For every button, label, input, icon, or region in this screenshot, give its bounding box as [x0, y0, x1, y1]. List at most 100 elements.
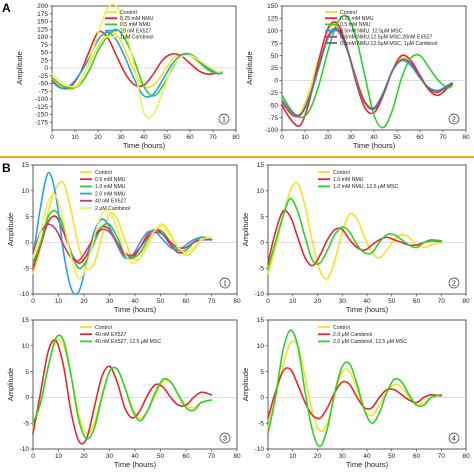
x-tick-label: 10 [289, 453, 297, 460]
y-tick-label: -25 [39, 73, 49, 80]
y-tick-label: 10 [257, 343, 265, 350]
series-line [267, 329, 443, 448]
y-tick-label: 100 [267, 28, 278, 35]
chart-b2: 0 10 20 30 40 50 60 70 80 -10 -5 0 5 10 15 Time (hours)… [241, 162, 470, 314]
x-tick-label: 0 [31, 298, 35, 305]
y-tick-label: 125 [267, 16, 278, 23]
y-tick-label: -50 [39, 81, 49, 88]
legend-entry: Control [95, 170, 112, 176]
y-tick-label: 0 [25, 240, 29, 247]
x-tick-label: 70 [439, 134, 447, 141]
y-tick-label: -10 [255, 446, 265, 453]
legend-entry: 0.5mM NMU, 12.5μM MSC [340, 28, 403, 34]
y-tick-label: -5 [258, 265, 264, 272]
y-tick-label: 10 [22, 188, 30, 195]
series-line [32, 334, 213, 440]
x-tick-label: 80 [462, 453, 470, 460]
x-tick-label: 20 [314, 453, 322, 460]
x-tick-label: 30 [106, 453, 114, 460]
y-axis-label: Amplitude [241, 213, 250, 246]
x-tick-label: 80 [233, 453, 241, 460]
panel-label-b: B [2, 161, 11, 175]
x-tick-label: 30 [339, 298, 347, 305]
series-line [267, 197, 443, 269]
x-tick-label: 20 [80, 453, 88, 460]
y-tick-label: -10 [20, 446, 30, 453]
y-tick-label: 10 [22, 343, 30, 350]
x-tick-label: 60 [413, 298, 421, 305]
y-tick-label: -10 [20, 291, 30, 298]
x-tick-label: 40 [363, 298, 371, 305]
x-tick-label: 10 [301, 134, 309, 141]
y-tick-label: 10 [257, 188, 265, 195]
legend-entry: 40 nM EX527 [95, 199, 127, 205]
x-tick-label: 50 [157, 453, 165, 460]
y-tick-label: 150 [267, 3, 278, 10]
panel-number: 2 [452, 116, 456, 123]
y-axis-label: Amplitude [15, 51, 24, 84]
y-tick-label: 125 [37, 26, 48, 33]
series-line [281, 28, 453, 116]
y-tick-label: -25 [269, 90, 279, 97]
y-tick-label: 0 [260, 395, 264, 402]
panel-number: 3 [223, 435, 227, 442]
y-tick-label: 200 [37, 3, 48, 10]
y-tick-label: 175 [37, 11, 48, 18]
legend-entry: 1.0 mM NMU [95, 184, 126, 190]
legend-entry: Control [340, 10, 357, 16]
x-axis-label: Time (hours) [114, 460, 157, 469]
x-tick-label: 70 [438, 453, 446, 460]
x-tick-label: 0 [31, 453, 35, 460]
x-tick-label: 40 [363, 453, 371, 460]
y-tick-label: 75 [271, 40, 279, 47]
x-tick-label: 70 [208, 453, 216, 460]
x-tick-label: 40 [131, 453, 139, 460]
series-line [51, 3, 223, 119]
panel-number: 2 [452, 280, 456, 287]
legend-entry: 1.0 mM NMU, 12.5 μM MSC [333, 184, 399, 190]
y-tick-label: 15 [257, 317, 265, 324]
x-tick-label: 60 [416, 134, 424, 141]
y-tick-label: 75 [41, 42, 49, 49]
y-tick-label: 15 [22, 317, 30, 324]
x-axis-label: Time (hours) [114, 305, 157, 314]
legend-entry: 1.0 mM NMU [333, 177, 364, 183]
x-tick-label: 60 [413, 453, 421, 460]
y-tick-label: -100 [265, 127, 278, 134]
legend-entry: 0.5mM NMU,12.5μM MSC,20nM EX527 [340, 35, 432, 41]
x-tick-label: 50 [388, 453, 396, 460]
legend-entry: 2 μM Cambinol [95, 206, 130, 212]
x-axis-label: Time (hours) [346, 460, 389, 469]
x-tick-label: 80 [233, 298, 241, 305]
y-tick-label: 0 [260, 240, 264, 247]
y-tick-label: 0 [44, 65, 48, 72]
y-tick-label: -125 [35, 104, 48, 111]
y-tick-label: -5 [258, 420, 264, 427]
y-tick-label: -75 [39, 88, 49, 95]
legend-entry: 20 nM EX527 [120, 28, 152, 34]
y-axis-label: Amplitude [245, 51, 254, 84]
panel-number-badge [218, 113, 230, 125]
y-axis-label: Amplitude [6, 368, 15, 401]
series-line [32, 215, 213, 269]
chart-b4: 0 10 20 30 40 50 60 70 80 -10 -5 0 5 10 15 Time (hours)… [241, 317, 470, 469]
panel-number-badge [448, 113, 460, 125]
legend-entry: 2.0 μM Cambinol [333, 332, 372, 338]
y-tick-label: 50 [271, 53, 279, 60]
x-tick-label: 20 [324, 134, 332, 141]
legend-entry: Control [333, 325, 350, 331]
legend-entry: Control [333, 170, 350, 176]
panel-number: 1 [223, 280, 227, 287]
x-axis-label: Time (hours) [123, 141, 166, 150]
x-tick-label: 30 [339, 453, 347, 460]
x-tick-label: 60 [182, 453, 190, 460]
legend-entry: 0.25 mM NMU [340, 16, 374, 22]
y-tick-label: 0 [25, 395, 29, 402]
y-tick-label: -5 [23, 420, 29, 427]
y-tick-label: 5 [260, 369, 264, 376]
y-tick-label: -100 [35, 96, 48, 103]
y-tick-label: 15 [22, 162, 30, 169]
x-tick-label: 20 [314, 298, 322, 305]
x-tick-label: 50 [393, 134, 401, 141]
